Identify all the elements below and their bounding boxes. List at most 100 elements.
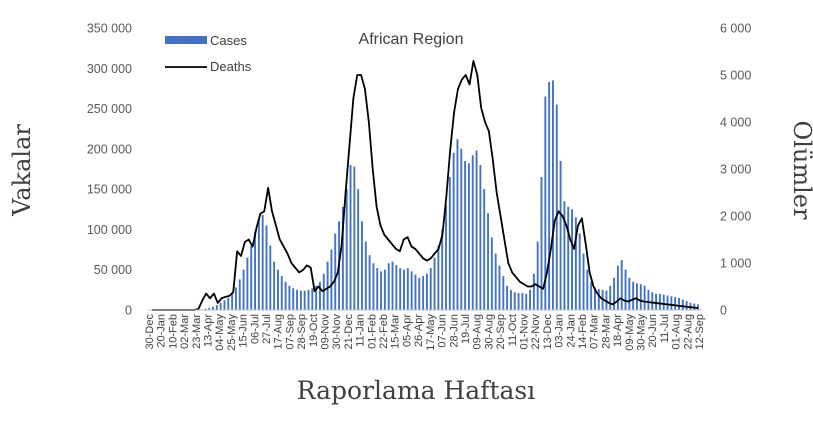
cases-bar [368,255,371,310]
x-tick-label: 23-Mar [191,314,203,349]
y-left-tick-label: 250 000 [87,102,132,116]
cases-bar [391,261,394,310]
cases-bar [632,281,635,310]
x-tick-label: 09-May [624,314,636,351]
cases-bar [647,289,650,310]
cases-bar [418,277,421,310]
cases-bar [536,241,539,310]
cases-bar [586,269,589,310]
x-tick-label: 10-Feb [167,314,179,349]
cases-bar [204,308,207,310]
cases-bar [422,276,425,310]
x-tick-label: 14-Feb [577,314,589,349]
cases-bar [269,245,272,310]
x-tick-label: 13-Apr [203,314,215,347]
x-tick-label: 04-May [214,314,226,351]
x-tick-label: 01-Aug [671,314,683,349]
cases-bar [594,287,596,310]
cases-bar [406,268,409,310]
cases-bar [624,269,627,310]
cases-bar [609,285,612,310]
cases-bar [613,277,616,310]
y-right-tick-label: 1 000 [720,257,751,271]
cases-bar [250,245,253,310]
cases-bar [605,290,608,310]
cases-bar [475,150,478,310]
cases-bar [425,273,428,310]
cases-bar [280,276,283,310]
right-axis-ticks: 0 1 000 2 000 3 000 4 000 5 000 6 000 [720,22,751,318]
x-tick-label: 28-Mar [600,314,612,349]
x-tick-label: 30-Nov [331,314,343,350]
cases-bar [441,229,444,310]
legend: Cases Deaths [165,33,252,74]
x-tick-label: 20-Jan [156,314,168,348]
legend-cases-label: Cases [210,33,247,48]
cases-bar [651,292,654,310]
cases-bar [697,304,700,310]
cases-bar [437,245,440,310]
y-right-tick-label: 0 [720,304,727,318]
cases-bar [540,177,543,310]
cases-bar [658,293,661,310]
cases-bar [330,249,333,310]
x-tick-label: 17-May [425,314,437,351]
cases-bar [532,273,535,310]
cases-bar [273,261,276,310]
x-tick-label: 02-Mar [179,314,191,349]
cases-bar [349,164,352,310]
cases-bar [490,237,493,310]
cases-bar [433,257,436,310]
cases-bar [590,281,593,310]
y-left-tick-label: 50 000 [94,263,132,277]
cases-bar [460,148,463,310]
x-tick-label: 17-Aug [273,314,285,349]
y-left-tick-label: 200 000 [87,142,132,156]
x-tick-label: 01-Feb [366,314,378,349]
x-tick-label: 09-Nov [320,314,332,350]
x-tick-label: 26-Apr [413,314,425,347]
cases-bar [674,297,677,310]
x-tick-label: 22-Nov [530,314,542,350]
cases-bar [399,268,402,310]
cases-bar [578,233,581,310]
cases-bar [238,279,241,310]
cases-bar [265,225,268,310]
x-tick-label: 22-Feb [378,314,390,349]
x-tick-label: 30-May [636,314,648,351]
x-tick-label: 11-Oct [507,314,519,346]
cases-bar [521,293,524,310]
x-tick-label: 20-Sep [495,314,507,349]
cases-bar [387,263,390,310]
cases-bar [643,285,646,310]
cases-bar [517,293,520,310]
cases-bar [628,277,631,310]
x-tick-label: 11-Jul [659,314,671,343]
cases-bar [353,166,356,310]
x-tick-label: 25-May [226,314,238,351]
cases-bar [414,274,417,310]
cases-bar [498,265,501,310]
cases-bar [372,263,375,310]
cases-bar [257,219,260,310]
x-tick-label: 15-Jun [238,314,250,348]
cases-bar [223,300,226,310]
cases-bar [509,289,512,310]
cases-bar [678,297,680,310]
cases-bar [234,287,237,310]
x-tick-label: 22-Aug [682,314,694,349]
x-tick-label: 30-Aug [483,314,495,349]
cases-bar [467,163,470,310]
cases-bar [636,283,638,310]
cases-bar [364,241,367,310]
cases-bars [196,80,700,311]
cases-bar [326,261,329,310]
cases-bar [254,231,256,310]
cases-bar [559,160,562,310]
cases-bar [563,201,566,310]
x-tick-label: 24-Jan [565,314,577,348]
x-tick-label: 19-Oct [308,314,320,347]
cases-bar [464,160,467,310]
cases-bar [319,281,321,310]
